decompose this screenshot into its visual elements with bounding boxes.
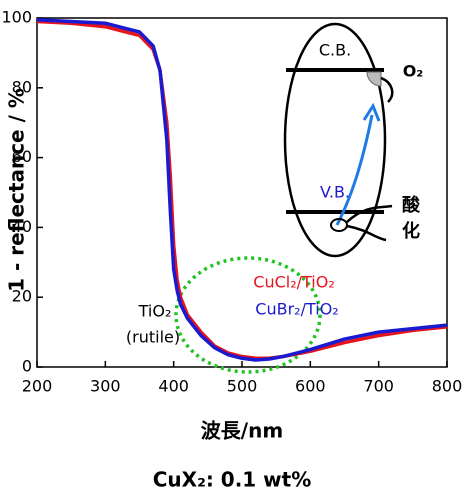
o2-arrow xyxy=(380,76,394,103)
y-axis-label: 1 - reflectance / % xyxy=(5,88,29,292)
x-tick-label: 400 xyxy=(158,377,189,396)
data-line xyxy=(36,17,448,362)
reference-label: (rutile) xyxy=(126,328,180,347)
x-tick-label: 300 xyxy=(90,377,121,396)
legend-label: CuBr₂/TiO₂ xyxy=(255,300,338,319)
legend-label: CuCl₂/TiO₂ xyxy=(253,273,334,292)
hole xyxy=(330,218,348,232)
y-tick-label: 0 xyxy=(22,357,32,376)
note: CuX₂: 0.1 wt% xyxy=(153,468,312,492)
electron-state xyxy=(366,71,382,87)
highlight-circle xyxy=(174,256,322,374)
o2-label: O₂ xyxy=(403,62,424,81)
cb-label: C.B. xyxy=(319,41,351,60)
x-tick-label: 500 xyxy=(227,377,258,396)
oxidation-label: 化 xyxy=(402,220,420,242)
y-tick-label: 80 xyxy=(12,77,32,96)
band-diagram: C.B. V.B. O₂ 酸 化 xyxy=(283,22,424,258)
x-tick-label: 700 xyxy=(363,377,394,396)
y-tick-label: 40 xyxy=(12,217,32,236)
x-tick-label: 600 xyxy=(295,377,326,396)
y-tick-label: 60 xyxy=(12,147,32,166)
oxidation-arrow xyxy=(346,204,393,242)
data-line xyxy=(36,19,448,361)
particle xyxy=(283,22,387,258)
y-tick-label: 20 xyxy=(12,287,32,306)
reference-label: TiO₂ xyxy=(138,302,172,321)
vb-label: V.B. xyxy=(320,183,350,202)
x-axis-label: 波長/nm xyxy=(201,419,283,443)
excitation-arrow xyxy=(335,114,374,226)
arrowhead xyxy=(362,102,381,122)
y-tick-label: 100 xyxy=(1,8,32,27)
x-tick-label: 200 xyxy=(22,377,53,396)
x-tick-label: 800 xyxy=(432,377,462,396)
oxidation-label: 酸 xyxy=(402,194,421,216)
plot-frame xyxy=(36,17,448,368)
